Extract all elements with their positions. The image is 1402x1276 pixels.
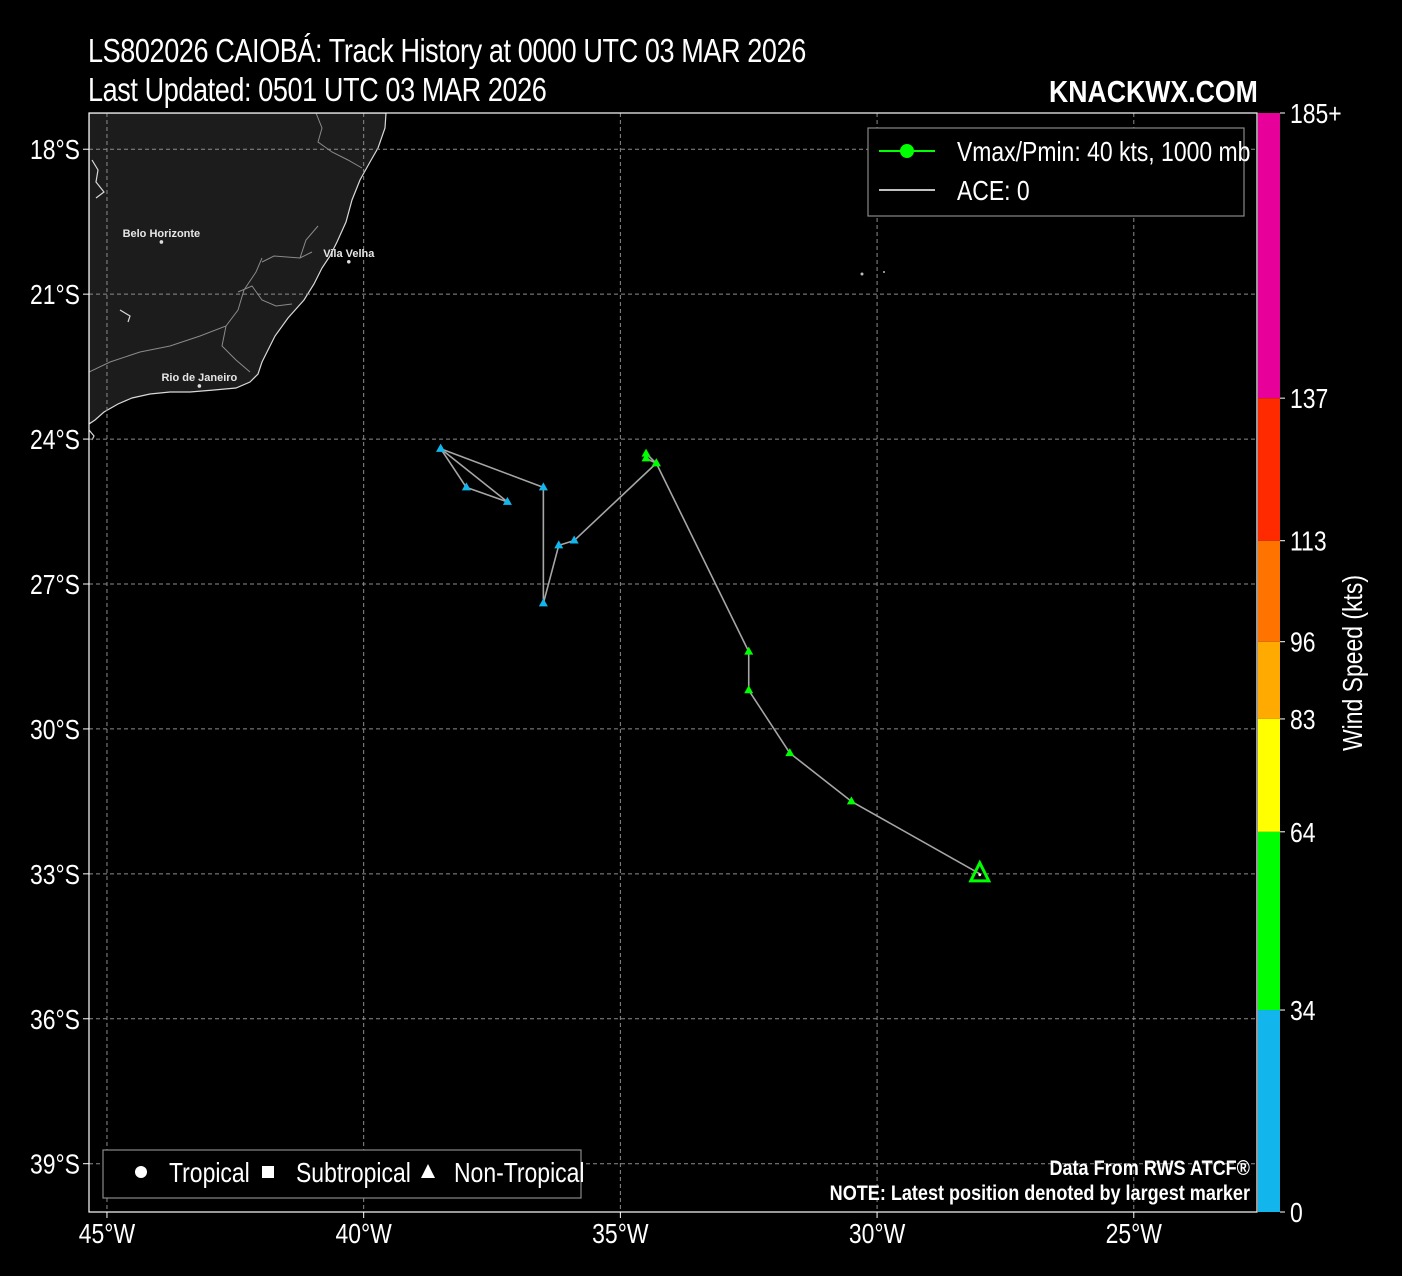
track-segment	[440, 447, 544, 489]
city-label: Rio de Janeiro	[161, 372, 237, 384]
track-point-marker	[744, 646, 754, 655]
track-point-marker	[785, 748, 795, 757]
non-tropical-marker-icon	[421, 1164, 435, 1178]
lon-tick-label: 25°W	[1106, 1219, 1163, 1250]
colorbar-band	[1258, 1010, 1280, 1212]
track-point-marker	[436, 443, 446, 452]
colorbar-band	[1258, 398, 1280, 541]
colorbar-tick-label: 137	[1290, 384, 1328, 415]
legend-bottom: Tropical Subtropical Non-Tropical	[102, 1149, 585, 1199]
land-brazil	[89, 113, 387, 425]
lat-tick-label: 30°S	[30, 715, 80, 746]
track-point-marker	[641, 453, 651, 462]
latest-position-marker	[968, 859, 992, 883]
colorbar-band	[1258, 718, 1280, 832]
colorbar-tick-label: 185+	[1290, 99, 1342, 130]
island-dot	[860, 272, 864, 276]
track-point-marker	[461, 482, 471, 491]
wind-speed-colorbar	[1258, 113, 1280, 1212]
lon-tick-label: 40°W	[335, 1219, 392, 1250]
city-dot	[159, 240, 164, 244]
colorbar-tick-label: 83	[1290, 705, 1316, 736]
legend-subtropical: Subtropical	[296, 1158, 411, 1189]
track-segment	[466, 486, 508, 503]
city-label: Belo Horizonte	[123, 228, 201, 240]
track-point-marker	[846, 796, 856, 805]
lon-tick-label: 45°W	[79, 1219, 136, 1250]
track-segment	[748, 689, 791, 754]
plot-frame	[88, 112, 1258, 1213]
colorbar-tick-label: 0	[1290, 1198, 1303, 1229]
lat-tick-label: 39°S	[30, 1150, 80, 1181]
lon-tick-label: 35°W	[592, 1219, 649, 1250]
city-dot	[346, 259, 351, 264]
legend-vmax-label: Vmax/Pmin: 40 kts, 1000 mb	[957, 137, 1250, 168]
colorbar-label: Wind Speed (kts)	[1338, 575, 1369, 751]
lat-tick-label: 24°S	[30, 425, 80, 456]
tropical-marker-icon	[135, 1166, 147, 1178]
city-label: Vila Velha	[323, 248, 375, 260]
legend-ace-label: ACE: 0	[957, 176, 1030, 207]
colorbar-tick-label: 113	[1290, 527, 1327, 558]
track-segment	[789, 752, 852, 803]
track-point-marker	[538, 598, 548, 607]
colorbar-tick-label: 64	[1290, 818, 1316, 849]
data-source-note: Data From RWS ATCF®	[1049, 1157, 1250, 1181]
legend-top: Vmax/Pmin: 40 kts, 1000 mb ACE: 0	[867, 127, 1250, 217]
latest-position-note: NOTE: Latest position denoted by largest…	[830, 1182, 1251, 1206]
lat-tick-label: 21°S	[30, 280, 80, 311]
lon-tick-label: 30°W	[849, 1219, 906, 1250]
track-point-marker	[502, 496, 512, 505]
track-point-marker	[651, 458, 661, 467]
track-point-marker	[641, 448, 651, 457]
track-segment	[851, 800, 981, 875]
track-point-marker	[744, 685, 754, 694]
lat-tick-label: 18°S	[30, 135, 80, 166]
legend-non-tropical: Non-Tropical	[454, 1158, 585, 1189]
state-borders	[89, 113, 363, 373]
island-dot	[883, 271, 885, 273]
latest-position-center	[978, 873, 982, 877]
city-dot	[197, 384, 202, 388]
map-title: LS802026 CAIOBÁ: Track History at 0000 U…	[88, 32, 806, 69]
colorbar-tick-label: 96	[1290, 628, 1316, 659]
lat-tick-label: 27°S	[30, 570, 80, 601]
track-point-marker	[554, 540, 564, 549]
last-updated: Last Updated: 0501 UTC 03 MAR 2026	[88, 71, 547, 108]
subtropical-marker-icon	[262, 1166, 274, 1178]
track-segment	[573, 462, 657, 542]
legend-tropical: Tropical	[169, 1158, 250, 1189]
track-point-marker	[569, 535, 579, 544]
lat-tick-label: 36°S	[30, 1005, 80, 1036]
brand-logo: KNACKWX.COM	[1049, 74, 1258, 109]
track-segment	[440, 448, 468, 488]
colorbar-band	[1258, 831, 1280, 1011]
colorbar-band	[1258, 641, 1280, 719]
colorbar-band	[1258, 540, 1280, 642]
legend-track-dot	[900, 144, 914, 158]
track-segment	[655, 462, 750, 652]
colorbar-tick-label: 34	[1290, 996, 1316, 1027]
colorbar-band	[1258, 113, 1280, 399]
track-segment	[542, 545, 560, 604]
lat-tick-label: 33°S	[30, 860, 80, 891]
track-segment	[440, 448, 508, 503]
track-point-marker	[538, 482, 548, 491]
